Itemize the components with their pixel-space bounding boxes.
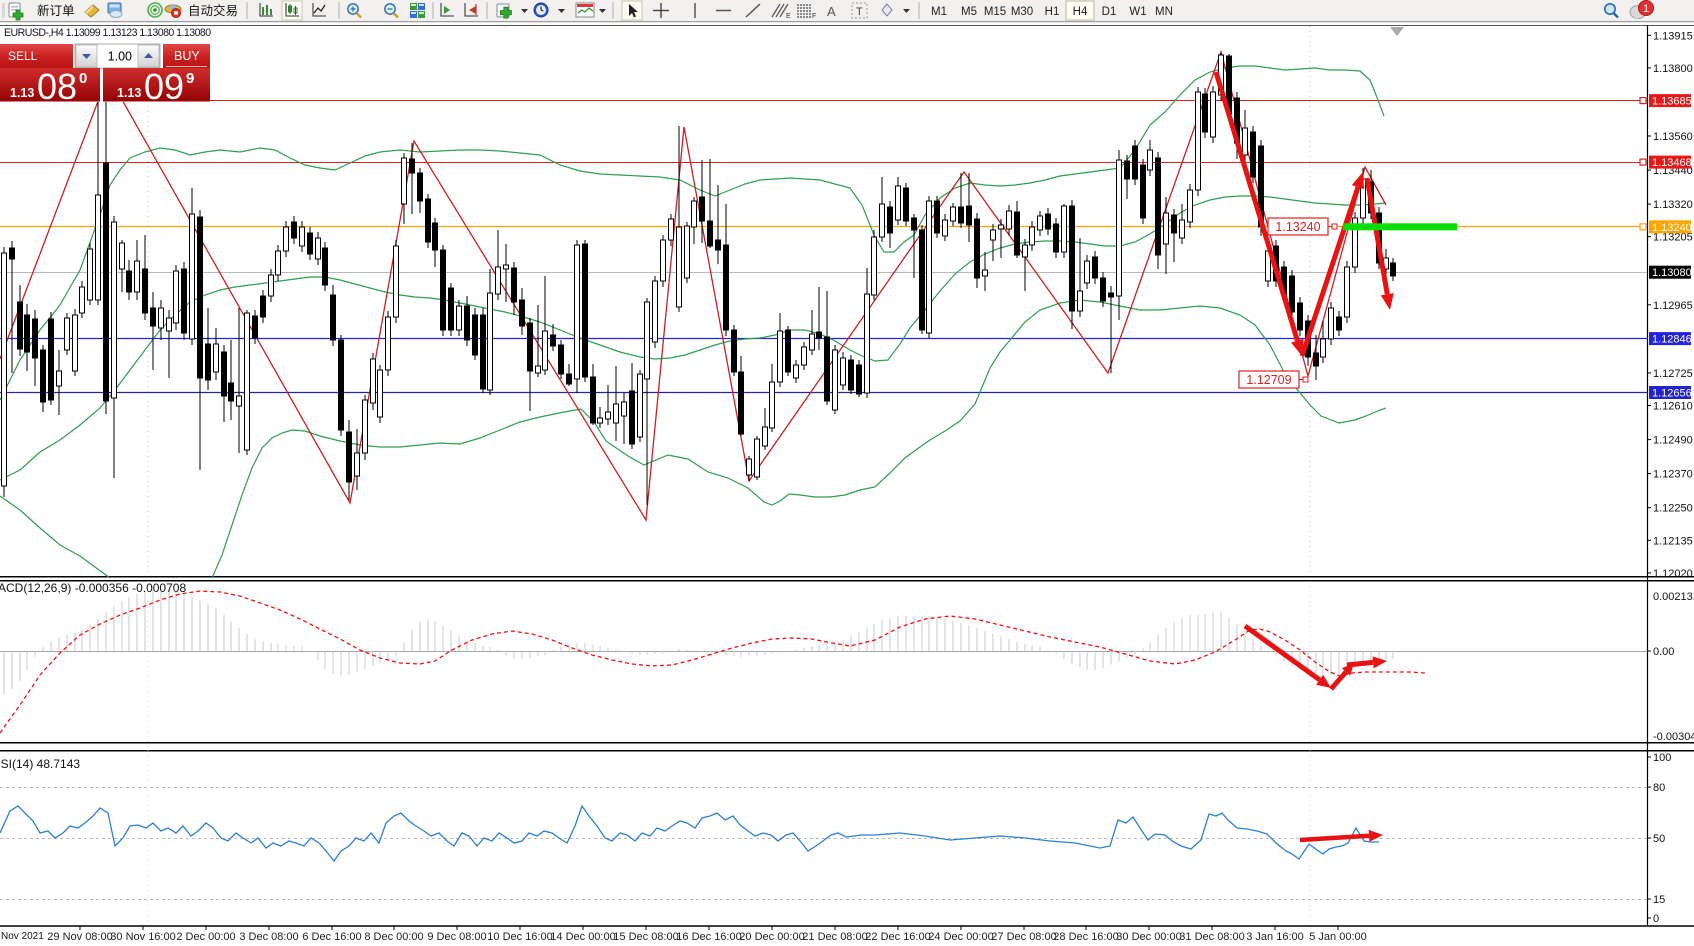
svg-text:28 Dec 16:00: 28 Dec 16:00 [1053,931,1118,943]
svg-text:8 Dec 00:00: 8 Dec 00:00 [364,931,423,943]
svg-text:T: T [856,6,863,18]
svg-text:80: 80 [1653,782,1665,794]
svg-text:E: E [786,13,791,20]
svg-text:F: F [812,13,816,20]
svg-text:100: 100 [1653,752,1671,764]
svg-text:M5: M5 [961,6,977,18]
svg-text:1.13205: 1.13205 [1653,232,1693,244]
svg-text:1: 1 [1643,3,1649,15]
svg-text:1.12490: 1.12490 [1653,435,1693,447]
svg-text:1.12846: 1.12846 [1652,334,1692,346]
svg-text:08: 08 [37,66,77,107]
svg-text:1.12965: 1.12965 [1653,300,1693,312]
svg-text:14 Dec 00:00: 14 Dec 00:00 [550,931,615,943]
svg-text:24 Dec 00:00: 24 Dec 00:00 [928,931,993,943]
svg-text:自动交易: 自动交易 [188,3,238,18]
svg-text:31 Dec 08:00: 31 Dec 08:00 [1179,931,1244,943]
svg-text:M15: M15 [984,6,1006,18]
svg-text:MN: MN [1155,6,1173,18]
svg-text:1.12656: 1.12656 [1652,388,1692,400]
svg-text:2 Dec 00:00: 2 Dec 00:00 [176,931,235,943]
svg-text:1.00: 1.00 [108,50,132,64]
svg-text:RSI(14) 48.7143: RSI(14) 48.7143 [0,757,80,771]
svg-text:M30: M30 [1011,6,1033,18]
svg-text:15: 15 [1653,894,1665,906]
svg-text:5 Jan 00:00: 5 Jan 00:00 [1309,931,1367,943]
svg-text:MACD(12,26,9) -0.000356 -0.000: MACD(12,26,9) -0.000356 -0.000708 [0,581,186,595]
svg-text:16 Dec 16:00: 16 Dec 16:00 [676,931,741,943]
svg-text:0.00: 0.00 [1653,646,1674,658]
svg-text:6 Dec 16:00: 6 Dec 16:00 [302,931,361,943]
svg-text:1.13800: 1.13800 [1653,63,1693,75]
svg-text:W1: W1 [1129,6,1146,18]
svg-text:1.13240: 1.13240 [1275,220,1320,234]
svg-text:0: 0 [1653,913,1659,925]
svg-text:BUY: BUY [174,49,200,63]
svg-text:1.13: 1.13 [10,86,34,100]
svg-text:H1: H1 [1045,6,1060,18]
svg-text:21 Dec 08:00: 21 Dec 08:00 [802,931,867,943]
svg-text:1.12725: 1.12725 [1653,368,1693,380]
svg-text:1.13320: 1.13320 [1653,199,1693,211]
svg-text:50: 50 [1653,833,1665,845]
svg-text:1.13: 1.13 [117,86,141,100]
svg-text:M1: M1 [931,6,947,18]
svg-text:0: 0 [79,70,87,87]
svg-text:9: 9 [186,70,194,87]
svg-text:22 Dec 16:00: 22 Dec 16:00 [865,931,930,943]
svg-text:1.12250: 1.12250 [1653,503,1693,515]
svg-text:-0.003046: -0.003046 [1653,731,1694,743]
svg-text:10 Dec 16:00: 10 Dec 16:00 [487,931,552,943]
svg-text:15 Dec 08:00: 15 Dec 08:00 [613,931,678,943]
svg-text:3 Jan 16:00: 3 Jan 16:00 [1246,931,1304,943]
svg-text:30 Nov 16:00: 30 Nov 16:00 [110,931,175,943]
svg-text:1.13685: 1.13685 [1652,96,1692,108]
svg-text:1.13240: 1.13240 [1652,222,1692,234]
svg-text:1.13468: 1.13468 [1652,157,1692,169]
svg-text:1.13560: 1.13560 [1653,131,1693,143]
svg-text:27 Dec 08:00: 27 Dec 08:00 [991,931,1056,943]
svg-text:29 Nov 08:00: 29 Nov 08:00 [47,931,112,943]
svg-text:Nov 2021: Nov 2021 [1,931,44,942]
svg-text:D1: D1 [1102,6,1117,18]
svg-text:09: 09 [144,66,184,107]
svg-text:SELL: SELL [8,49,38,63]
svg-text:1.12020: 1.12020 [1653,568,1693,580]
svg-text:新订单: 新订单 [37,3,75,18]
svg-text:9 Dec 08:00: 9 Dec 08:00 [427,931,486,943]
svg-text:EURUSD-,H4 1.13099 1.13123 1.: EURUSD-,H4 1.13099 1.13123 1.13080 1.130… [4,27,211,39]
svg-text:1.13080: 1.13080 [1652,267,1692,279]
svg-text:1.12135: 1.12135 [1653,535,1693,547]
svg-text:0.002131: 0.002131 [1653,591,1694,603]
svg-text:1.12370: 1.12370 [1653,469,1693,481]
svg-text:3 Dec 08:00: 3 Dec 08:00 [239,931,298,943]
svg-text:1.12610: 1.12610 [1653,401,1693,413]
svg-text:20 Dec 00:00: 20 Dec 00:00 [739,931,804,943]
svg-text:A: A [827,4,836,19]
svg-text:30 Dec 00:00: 30 Dec 00:00 [1116,931,1181,943]
svg-text:1.12709: 1.12709 [1246,373,1291,387]
svg-text:1.13915: 1.13915 [1653,30,1693,42]
svg-text:H4: H4 [1073,6,1088,18]
